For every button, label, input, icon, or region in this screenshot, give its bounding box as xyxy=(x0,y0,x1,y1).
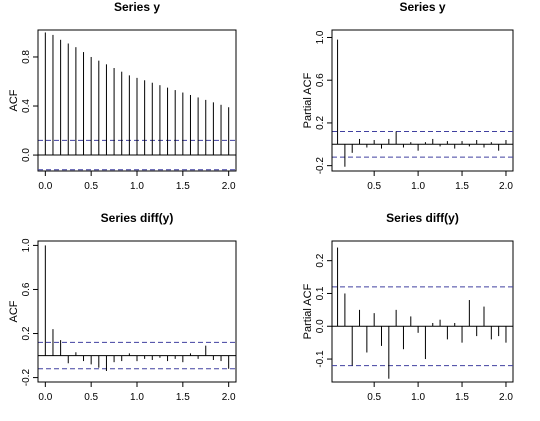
x-tick-label: 0.0 xyxy=(38,181,52,192)
y-tick-label: -0.2 xyxy=(21,369,32,387)
y-tick-label: 0.8 xyxy=(21,50,32,64)
x-tick-label: 1.5 xyxy=(455,181,469,192)
y-tick-label: 0.4 xyxy=(21,99,32,113)
chart-panel-3: Series diff(y) ACF 0.0 0.5 1.0 1.5 2.0 -0.2 0.2 0… xyxy=(8,211,237,403)
x-tick-label: 1.5 xyxy=(176,392,190,403)
x-tick-label: 2.0 xyxy=(499,181,513,192)
chart-title: Series y xyxy=(114,0,160,14)
x-tick-label: 0.5 xyxy=(84,181,98,192)
x-tick-label: 1.0 xyxy=(411,392,425,403)
y-axis-label: ACF xyxy=(8,89,20,111)
x-tick-label: 2.0 xyxy=(222,181,236,192)
y-tick-label: 0.2 xyxy=(21,326,32,340)
y-tick-label: 1.0 xyxy=(21,238,32,252)
y-axis-label: Partial ACF xyxy=(302,72,314,128)
chart-panel-1: Series y ACF 0.0 0.5 1.0 1.5 2.0 0.0 0.4 0.8 xyxy=(8,0,237,192)
y-tick-label: 0.2 xyxy=(315,253,326,267)
chart-panel-2: Series y Partial ACF 0.5 1.0 1.5 2.0 -0.2 0.2 0.… xyxy=(302,0,514,192)
y-axis-label: ACF xyxy=(8,300,20,322)
x-tick-label: 0.5 xyxy=(367,392,381,403)
y-tick-label: 0.6 xyxy=(315,73,326,87)
chart-title: Series diff(y) xyxy=(101,211,174,225)
x-tick-label: 1.0 xyxy=(130,392,144,403)
x-tick-label: 2.0 xyxy=(499,392,513,403)
y-tick-label: 0.0 xyxy=(21,148,32,162)
x-tick-label: 2.0 xyxy=(222,392,236,403)
y-tick-label: 0.0 xyxy=(315,319,326,333)
y-tick-label: 0.6 xyxy=(21,282,32,296)
x-tick-label: 1.0 xyxy=(130,181,144,192)
chart-panel-4: Series diff(y) Partial ACF 0.5 1.0 1.5 2.0 -0.… xyxy=(302,211,514,403)
chart-title: Series diff(y) xyxy=(386,211,459,225)
x-tick-label: 1.5 xyxy=(455,392,469,403)
y-axis-label: Partial ACF xyxy=(302,283,314,339)
y-tick-label: 0.2 xyxy=(315,116,326,130)
x-tick-label: 0.0 xyxy=(38,392,52,403)
y-tick-label: 1.0 xyxy=(315,30,326,44)
y-tick-label: -0.2 xyxy=(315,157,326,175)
y-tick-label: 0.1 xyxy=(315,286,326,300)
x-tick-label: 0.5 xyxy=(84,392,98,403)
y-tick-label: -0.1 xyxy=(315,350,326,368)
x-tick-label: 0.5 xyxy=(367,181,381,192)
x-tick-label: 1.5 xyxy=(176,181,190,192)
chart-title: Series y xyxy=(399,0,445,14)
x-tick-label: 1.0 xyxy=(411,181,425,192)
